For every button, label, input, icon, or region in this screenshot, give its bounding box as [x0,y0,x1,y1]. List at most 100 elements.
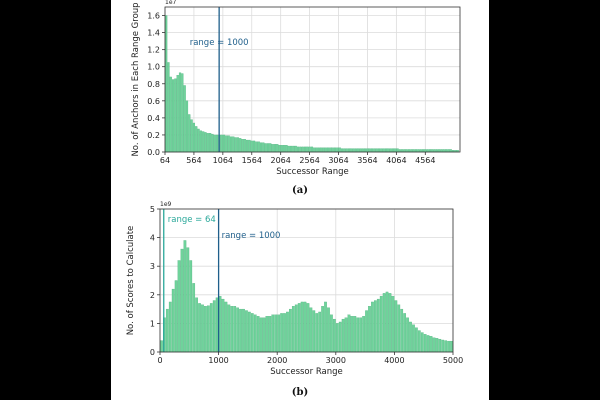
bar [283,145,286,153]
bar [387,148,390,153]
bar [215,134,219,153]
bar [201,304,204,353]
bar [257,141,260,153]
bar [426,335,430,353]
bar [400,308,404,353]
bar [289,308,292,353]
bar [309,307,313,353]
bar [296,146,300,153]
bar [382,148,385,153]
bar [391,148,395,153]
bar [206,305,210,353]
bar [171,79,175,153]
y-tick-label: 0.2 [147,131,160,140]
y-tick-label: 1 [150,319,155,328]
bar [350,148,353,153]
bar [389,148,392,153]
bar [365,310,368,353]
bar [335,323,339,353]
bar [345,148,348,153]
bar [354,148,357,153]
bar [320,147,323,153]
bar [204,132,207,153]
bar [406,317,409,353]
bar [315,313,319,353]
bar [169,76,172,153]
x-tick-label: 3064 [328,156,348,165]
bar [165,308,169,353]
x-tick-label: 4064 [386,156,406,165]
bar [271,144,274,153]
bar [262,142,265,153]
bar [318,311,322,353]
bar [286,311,289,353]
x-tick-label: 5000 [443,356,463,365]
bar [253,314,257,353]
bar [225,135,228,153]
bar [248,139,251,153]
bar [294,304,298,353]
bar [273,144,277,153]
bar [209,133,212,153]
bar [233,306,237,353]
bar [321,306,324,353]
chart-b: range = 64 range = 1000 0 1000 2000 3000 4000 5… [126,201,463,377]
bar [359,317,363,353]
bar [357,148,360,153]
bar [347,148,351,153]
y-tick-label: 3 [150,262,155,271]
bar [239,308,242,353]
bar [183,85,186,153]
bar [438,338,442,353]
bar [394,148,397,153]
y-tick-label: 1.4 [147,29,160,38]
bar [160,340,163,353]
bar [324,147,327,153]
bar [259,142,263,153]
bar [391,296,395,353]
bar [180,248,184,353]
bar [236,137,239,153]
bar [432,337,436,353]
exponent-label: 1e9 [160,201,172,208]
bar [303,301,307,353]
x-tick-label: 4000 [384,356,404,365]
bar [412,324,415,353]
bar [361,148,364,153]
x-tick-label: 2064 [271,156,291,165]
bar [227,135,230,153]
bar [181,73,184,153]
x-axis-label: Successor Range [270,367,343,377]
bar [266,143,270,153]
bar [174,78,177,153]
bar [289,145,293,153]
bar [308,146,311,153]
y-tick-label: 0 [150,348,155,357]
bar [362,316,365,353]
bar [185,100,189,153]
bar [192,283,196,353]
bar [232,136,235,153]
bar [327,307,330,353]
bar [397,304,401,353]
bar [341,318,345,353]
bar [371,301,374,353]
x-tick-label: 2564 [299,156,319,165]
bar [250,313,254,353]
bar [340,148,344,153]
bar [347,314,351,353]
bar [242,308,245,353]
bar [186,247,190,353]
bar [444,340,448,353]
bar [441,339,445,353]
bar [435,338,439,353]
bar [375,148,378,153]
bar [230,306,234,353]
bar [192,122,196,153]
bar [403,313,407,353]
y-tick-label: 0.6 [147,97,160,106]
bar [209,303,213,353]
bar [338,321,342,353]
bar [368,148,371,153]
bar [429,336,433,353]
